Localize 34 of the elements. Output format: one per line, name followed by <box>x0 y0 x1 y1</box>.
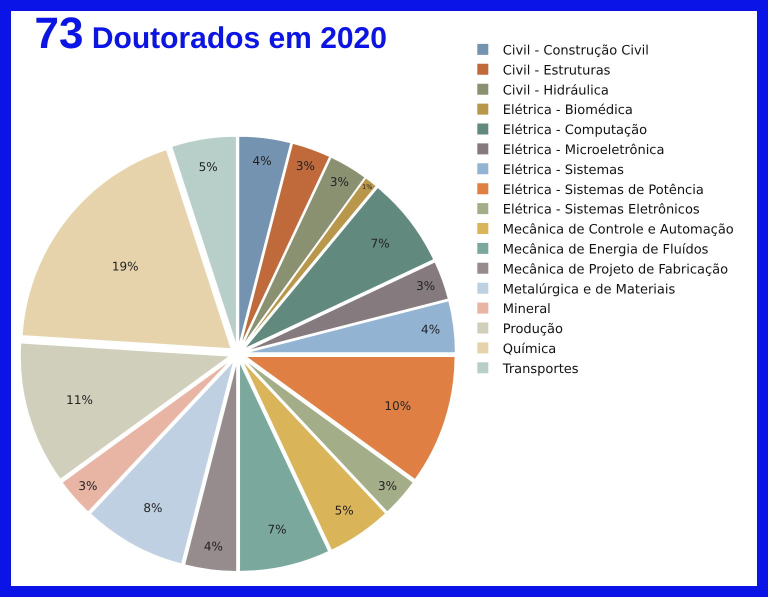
data-label: 5% <box>198 160 218 174</box>
data-label: 3% <box>378 478 398 493</box>
data-label: 4% <box>204 540 223 554</box>
legend-label: Mecânica de Projeto de Fabricação <box>502 262 728 278</box>
data-label: 8% <box>143 501 162 516</box>
legend-label: Civil - Hidráulica <box>502 83 609 98</box>
legend-label: Civil - Construção Civil <box>502 43 649 58</box>
data-label: 19% <box>112 260 139 274</box>
legend-label: Química <box>502 342 556 357</box>
data-label: 7% <box>370 236 390 250</box>
legend-label: Elétrica - Biomédica <box>502 103 633 118</box>
data-label: 3% <box>416 279 436 294</box>
data-label: 3% <box>330 174 349 189</box>
legend-label: Mineral <box>502 302 551 318</box>
legend-label: Elétrica - Microeletrônica <box>502 142 664 158</box>
data-label: 3% <box>296 158 315 173</box>
legend-label: Elétrica - Sistemas Eletrônicos <box>502 202 700 218</box>
data-label: 4% <box>421 322 440 336</box>
legend-label: Elétrica - Sistemas de Potência <box>502 182 704 198</box>
data-label: 11% <box>66 392 93 407</box>
legend-label: Produção <box>502 322 564 338</box>
legend-label: Metalúrgica e de Materiais <box>502 282 676 298</box>
data-label: 3% <box>78 478 98 493</box>
legend-label: Elétrica - Computação <box>502 123 648 138</box>
legend-label: Civil - Estruturas <box>502 63 611 78</box>
legend-label: Transportes <box>502 362 579 377</box>
legend-label: Mecânica de Energia de Fluídos <box>502 242 709 258</box>
data-label: 7% <box>268 522 287 537</box>
chart-title: 73 Doutorados em 2020 <box>34 8 387 58</box>
legend-label: Mecânica de Controle e Automação <box>502 222 734 238</box>
data-label: 4% <box>252 154 272 168</box>
legend-label: Elétrica - Sistemas <box>502 162 624 178</box>
data-label: 5% <box>334 503 354 518</box>
data-label: 10% <box>384 398 412 413</box>
